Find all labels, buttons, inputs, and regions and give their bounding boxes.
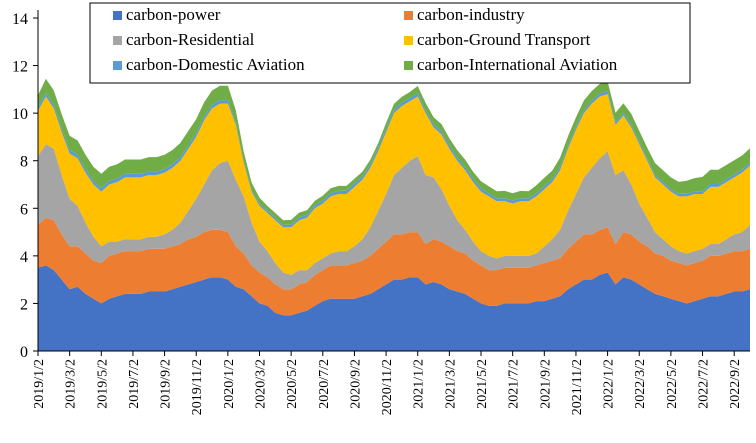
x-tick-label: 2021/3/2: [443, 359, 458, 409]
y-tick-label: 6: [20, 201, 28, 218]
legend-label: carbon-industry: [417, 5, 525, 24]
y-tick-label: 12: [12, 59, 28, 76]
y-tick-label: 10: [12, 106, 28, 123]
x-tick-label: 2020/11/2: [380, 359, 395, 415]
x-axis-ticks: 2019/1/2 2019/3/2 2019/5/2 2019/7/2 2019/9/2…: [32, 351, 743, 415]
legend-swatch: [113, 61, 122, 70]
x-tick-label: 2019/3/2: [64, 359, 79, 409]
x-tick-label: 2019/11/2: [190, 359, 205, 415]
x-tick-label: 2019/1/2: [32, 359, 47, 409]
y-tick-label: 4: [20, 249, 28, 266]
legend-swatch: [404, 36, 413, 45]
area-series-group: [38, 78, 750, 351]
x-tick-label: 2021/11/2: [570, 359, 585, 415]
area-carbon-industry: [38, 217, 750, 316]
y-tick-label: 8: [20, 154, 28, 171]
y-axis-ticks: 0 2 4 6 8 10 12 14: [12, 11, 38, 361]
x-tick-label: 2022/9/2: [728, 359, 743, 409]
legend-swatch: [113, 11, 122, 20]
x-tick-label: 2022/5/2: [665, 359, 680, 409]
legend-swatch: [404, 61, 413, 70]
x-tick-label: 2021/5/2: [475, 359, 490, 409]
x-tick-label: 2022/7/2: [697, 359, 712, 409]
x-tick-label: 2019/7/2: [127, 359, 142, 409]
x-tick-label: 2020/1/2: [222, 359, 237, 409]
legend-swatch: [404, 11, 413, 20]
legend: carbon-power carbon-industry carbon-Reside…: [89, 2, 691, 84]
legend-swatch: [113, 36, 122, 45]
x-tick-label: 2021/7/2: [507, 359, 522, 409]
legend-label: carbon-Domestic Aviation: [126, 55, 305, 74]
area-carbon-power: [38, 265, 750, 351]
x-tick-label: 2020/3/2: [254, 359, 269, 409]
legend-label: carbon-Ground Transport: [417, 30, 591, 49]
x-tick-label: 2022/3/2: [633, 359, 648, 409]
area-carbon-international-aviation: [38, 78, 750, 225]
legend-label: carbon-power: [126, 5, 221, 24]
x-tick-label: 2019/5/2: [95, 359, 110, 409]
area-carbon-domestic-aviation: [38, 91, 750, 228]
x-tick-label: 2019/9/2: [159, 359, 174, 409]
y-tick-label: 14: [12, 11, 28, 28]
x-tick-label: 2022/1/2: [602, 359, 617, 409]
x-tick-label: 2021/9/2: [538, 359, 553, 409]
y-tick-label: 2: [20, 296, 28, 313]
legend-box: [89, 2, 691, 84]
legend-label: carbon-Residential: [126, 30, 255, 49]
axes-group: [37, 10, 750, 352]
x-tick-label: 2020/9/2: [348, 359, 363, 409]
x-tick-label: 2020/5/2: [285, 359, 300, 409]
y-tick-label: 0: [20, 344, 28, 361]
legend-label: carbon-International Aviation: [417, 55, 618, 74]
area-carbon-residential: [38, 144, 750, 290]
x-tick-label: 2020/7/2: [317, 359, 332, 409]
x-tick-label: 2021/1/2: [412, 359, 427, 409]
area-carbon-ground-transport: [38, 94, 750, 275]
